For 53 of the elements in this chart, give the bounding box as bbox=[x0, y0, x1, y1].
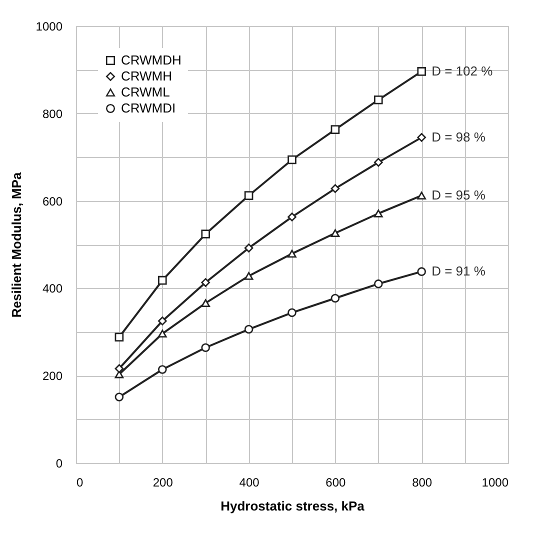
x-tick-label: 0 bbox=[76, 476, 84, 490]
point bbox=[114, 332, 124, 342]
y-tick-label: 1000 bbox=[36, 20, 63, 34]
x-tick-label: 1000 bbox=[482, 476, 509, 490]
point bbox=[158, 276, 167, 285]
point bbox=[158, 330, 167, 338]
point bbox=[288, 155, 296, 164]
legend-label: CRWMH bbox=[121, 68, 172, 84]
legend-label: CRWMDH bbox=[121, 52, 182, 68]
point bbox=[114, 364, 124, 374]
point bbox=[330, 125, 340, 134]
x-tick-label: 600 bbox=[326, 476, 346, 490]
point bbox=[417, 67, 426, 76]
point bbox=[201, 343, 210, 352]
point bbox=[330, 184, 340, 193]
y-tick-label: 600 bbox=[42, 194, 63, 208]
point bbox=[374, 158, 383, 167]
point bbox=[244, 272, 254, 280]
point bbox=[158, 365, 167, 374]
annotation: D = 102 % bbox=[432, 63, 494, 78]
point bbox=[374, 95, 383, 104]
y-axis-title: Resilient Modulus, MPa bbox=[8, 172, 24, 318]
legend-label: CRWMDI bbox=[121, 100, 176, 116]
point bbox=[288, 308, 296, 318]
y-tick-label: 0 bbox=[56, 456, 63, 470]
y-tick-label: 200 bbox=[42, 369, 63, 384]
point bbox=[288, 250, 296, 258]
point bbox=[201, 299, 210, 307]
x-axis-title: Hydrostatic stress, kPa bbox=[220, 498, 366, 514]
point bbox=[114, 392, 124, 402]
point bbox=[201, 278, 210, 287]
x-tick-label: 400 bbox=[239, 476, 260, 490]
point bbox=[288, 212, 296, 222]
point bbox=[417, 133, 426, 142]
annotation: D = 95 % bbox=[432, 188, 486, 203]
point bbox=[244, 244, 254, 252]
point bbox=[244, 324, 254, 334]
point bbox=[244, 191, 254, 200]
x-tick-label: 800 bbox=[412, 476, 432, 490]
point bbox=[330, 229, 340, 238]
annotation: D = 98 % bbox=[432, 129, 486, 144]
point bbox=[374, 279, 383, 288]
point bbox=[330, 294, 340, 303]
point bbox=[158, 316, 167, 326]
x-tick-label: 200 bbox=[152, 476, 174, 490]
point bbox=[417, 192, 426, 200]
annotation: D = 91 % bbox=[432, 264, 486, 279]
point bbox=[417, 267, 426, 276]
y-tick-label: 800 bbox=[42, 106, 63, 121]
y-tick-label: 400 bbox=[42, 282, 63, 296]
legend-label: CRWML bbox=[121, 84, 170, 100]
point bbox=[201, 230, 210, 238]
point bbox=[374, 210, 383, 218]
